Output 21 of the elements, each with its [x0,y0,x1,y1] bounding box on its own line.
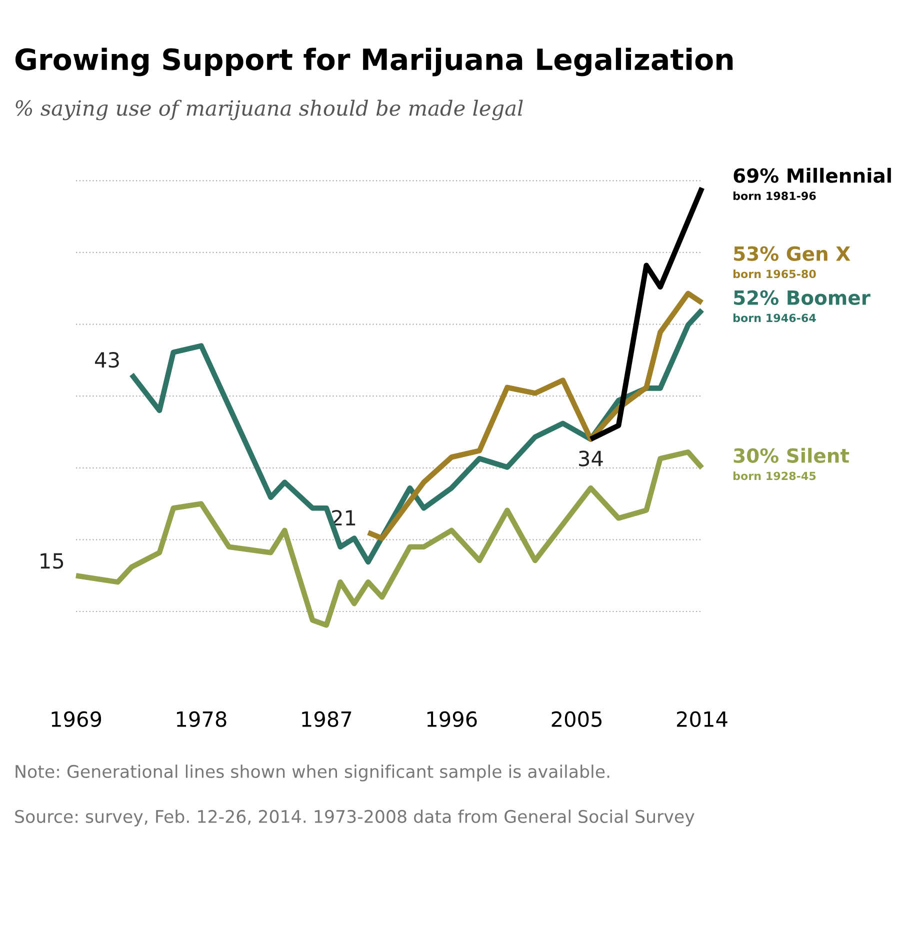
x-tick-label: 1996 [427,711,477,728]
text: 30% Silent [734,448,850,463]
text: 52% Boomer [734,290,870,305]
data-label: 43 [95,352,119,368]
text: born 1928-45 [733,472,816,480]
text: born 1946-64 [733,314,816,322]
text: 53% Gen X [734,246,850,261]
x-tick-label: 1978 [176,711,226,728]
data-label: 34 [579,450,603,466]
x-tick-label: 2005 [552,711,602,728]
text: Note: Generational lines shown when significant sample is available. [16,764,610,782]
x-tick-label: 1969 [52,711,102,728]
chart-subtitle: % saying use of marijuana should be made legal [16,100,523,120]
source-note: Source: survey, Feb. 12-26, 2014. 1973-2008 data from General Social Survey [15,810,694,826]
chart-title: Growing Support for Marijuana Legalization [15,48,733,76]
data-label: 15 [40,553,64,569]
x-tick-label: 2014 [677,711,728,728]
text: born 1965-80 [733,270,816,278]
text: 69% Millennial [734,168,891,183]
x-tick-label: 1987 [302,711,352,728]
text: born 1981-96 [733,191,816,200]
